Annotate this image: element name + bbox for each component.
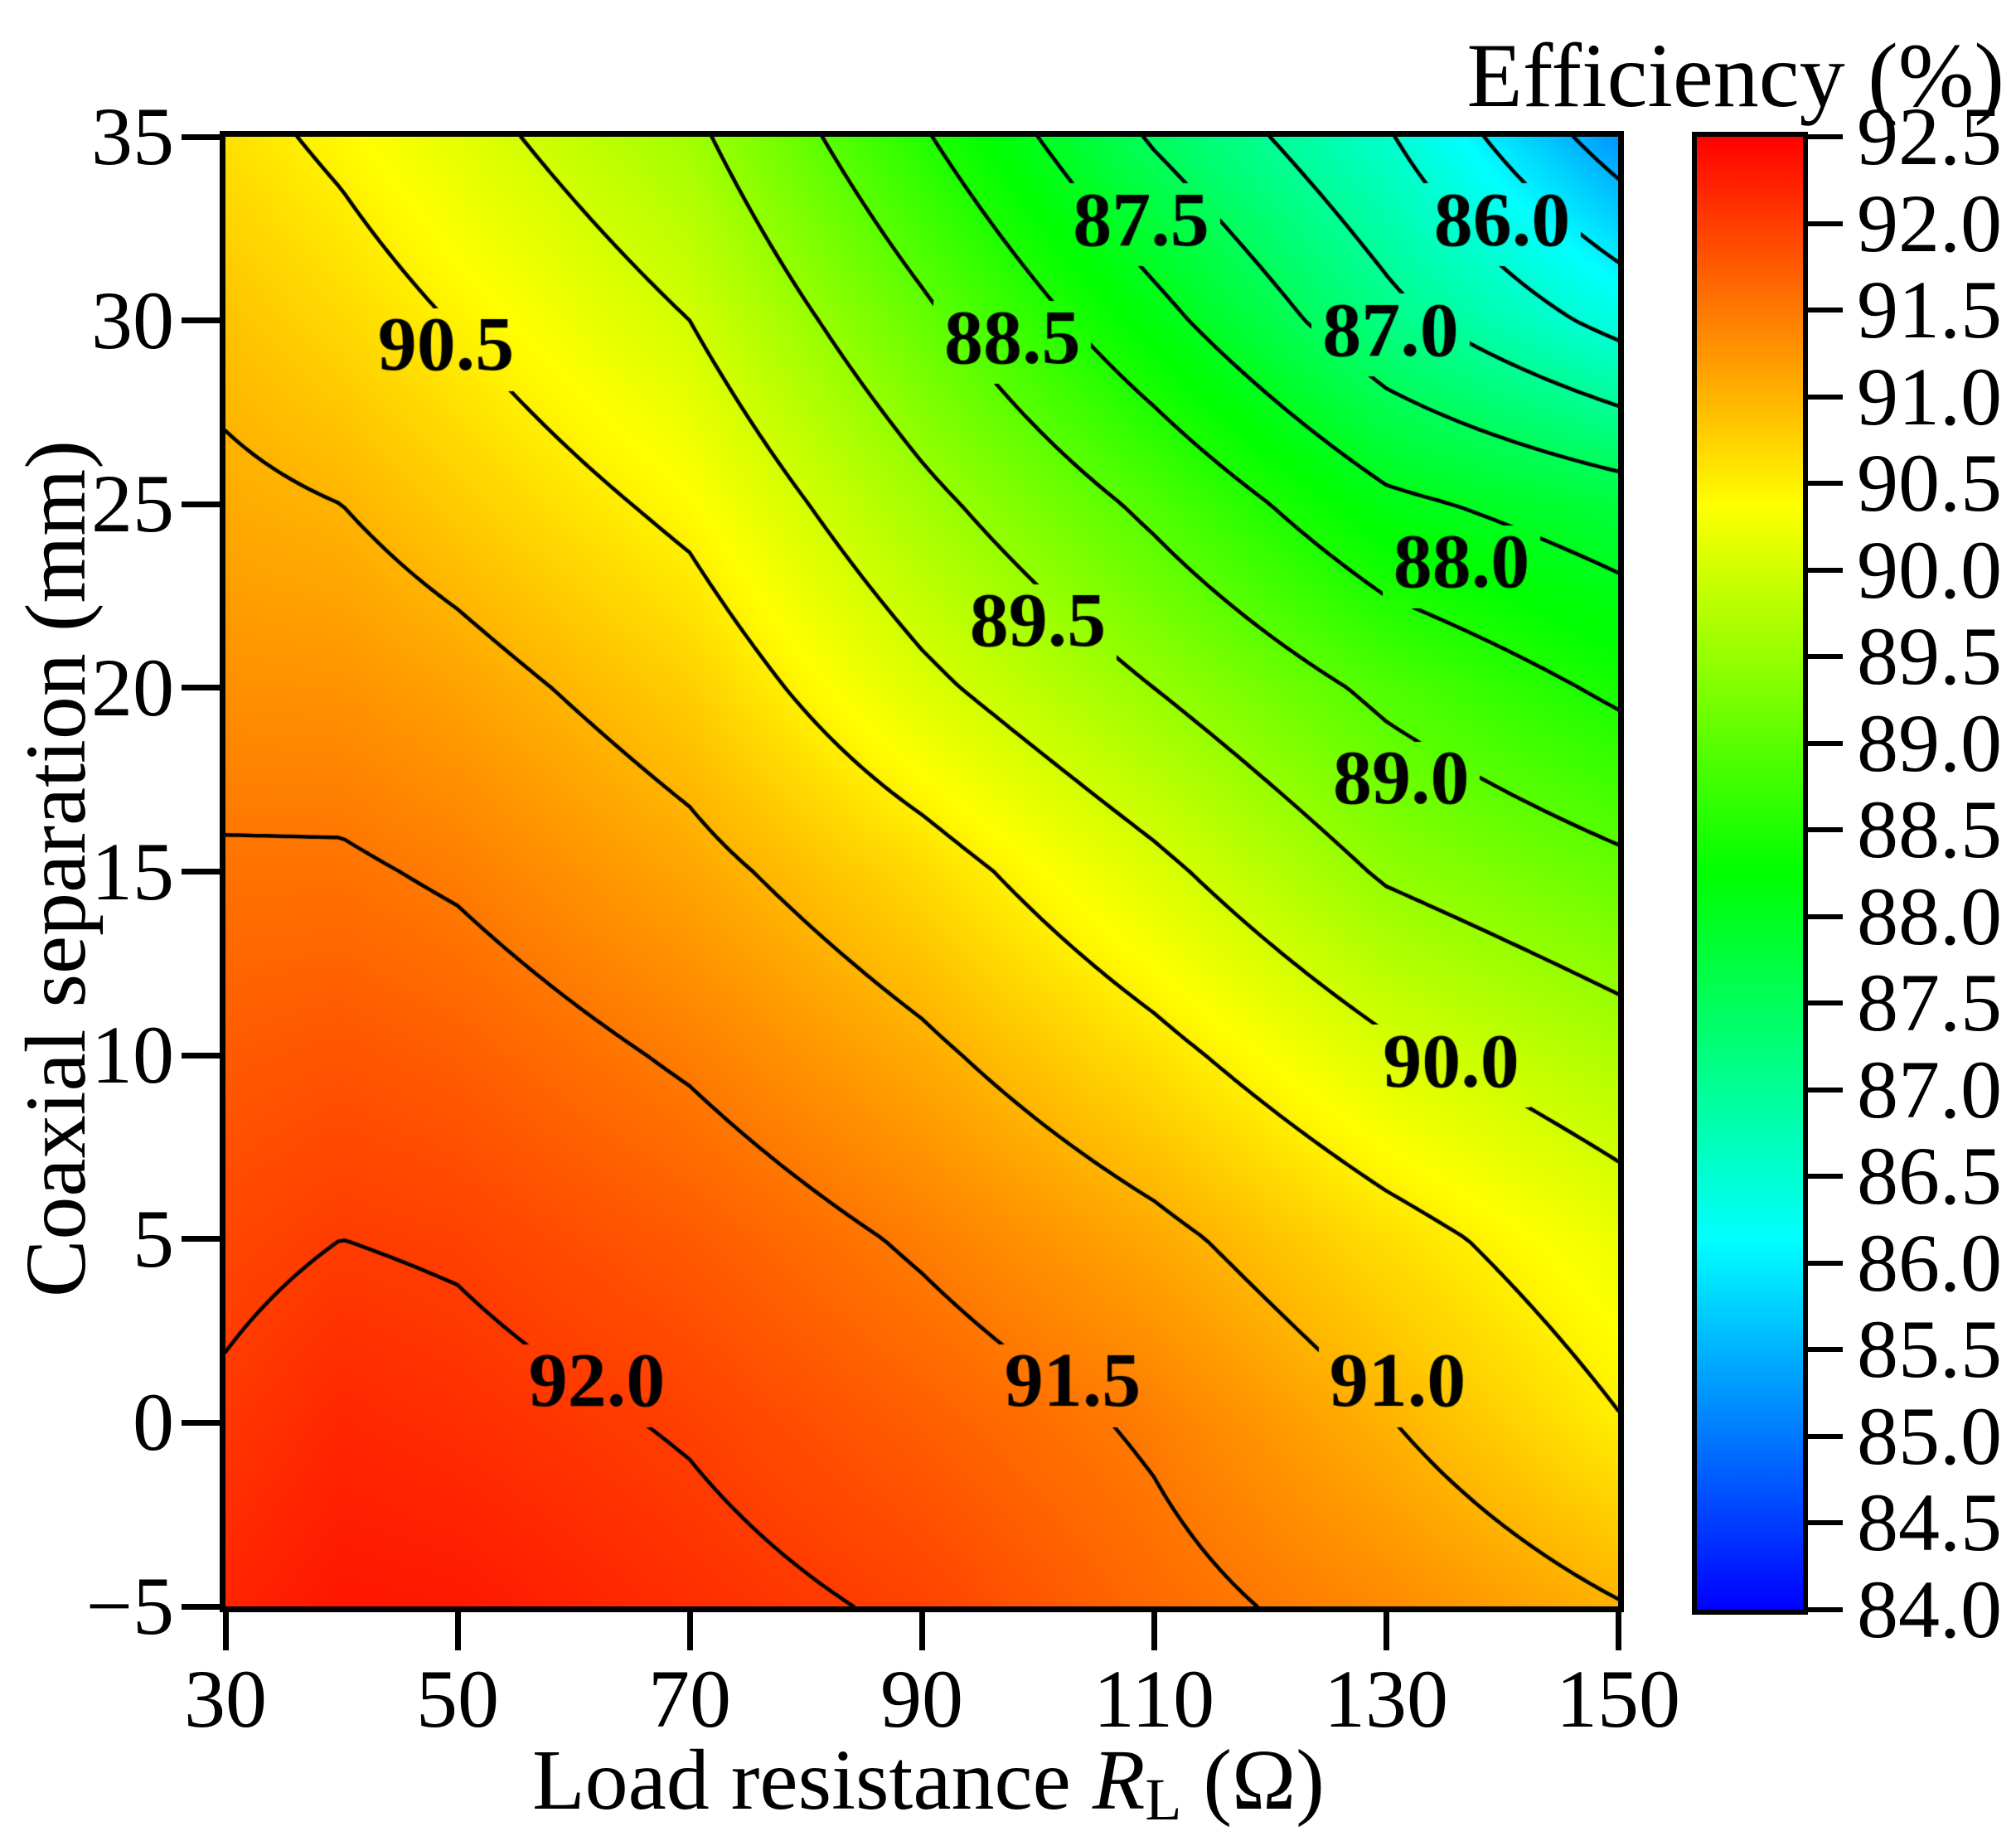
colorbar-tick-label: 89.0	[1857, 696, 2002, 789]
colorbar-tick-label: 86.0	[1857, 1216, 2002, 1309]
y-tick	[182, 1419, 220, 1426]
colorbar	[1692, 132, 1808, 1615]
colorbar-tick	[1808, 481, 1843, 487]
colorbar-tick	[1808, 1087, 1843, 1092]
colorbar-tick-label: 92.0	[1857, 177, 2002, 269]
y-tick-label: 20	[91, 641, 174, 734]
y-tick	[182, 133, 220, 140]
colorbar-tick-label: 86.5	[1857, 1130, 2002, 1223]
y-tick	[182, 1236, 220, 1243]
y-tick	[182, 501, 220, 507]
x-tick-label: 90	[880, 1653, 963, 1745]
colorbar-tick-label: 85.5	[1857, 1303, 2002, 1396]
y-tick-label: 5	[133, 1192, 174, 1285]
x-tick	[1383, 1612, 1389, 1650]
x-tick-label: 50	[416, 1653, 499, 1745]
colorbar-tick-label: 85.0	[1857, 1389, 2002, 1482]
colorbar-tick	[1808, 220, 1843, 226]
colorbar-tick	[1808, 1433, 1843, 1439]
colorbar-tick-label: 84.5	[1857, 1476, 2002, 1569]
colorbar-tick	[1808, 567, 1843, 573]
y-tick	[182, 317, 220, 324]
y-tick-label: 15	[91, 825, 174, 918]
colorbar-tick	[1808, 308, 1843, 313]
x-tick	[1151, 1612, 1157, 1650]
colorbar-tick-label: 91.5	[1857, 264, 2002, 356]
colorbar-gradient	[1697, 137, 1803, 1610]
colorbar-tick-label: 91.0	[1857, 350, 2002, 443]
x-axis-title-text: Load resistance	[532, 1732, 1093, 1828]
colorbar-tick-label: 90.0	[1857, 523, 2002, 616]
x-tick	[918, 1612, 925, 1650]
y-tick-label: 25	[91, 458, 174, 550]
x-tick	[686, 1612, 693, 1650]
colorbar-tick	[1808, 1347, 1843, 1353]
colorbar-tick	[1808, 1174, 1843, 1180]
y-tick	[182, 685, 220, 691]
y-axis-title: Coaxial separation (mm)	[8, 440, 104, 1297]
x-axis-title-subscript: L	[1145, 1766, 1182, 1833]
x-tick	[222, 1612, 229, 1650]
y-tick-label: 30	[91, 274, 174, 366]
colorbar-tick	[1808, 1607, 1843, 1612]
colorbar-tick-label: 88.0	[1857, 870, 2002, 962]
colorbar-tick	[1808, 1260, 1843, 1266]
colorbar-tick	[1808, 827, 1843, 833]
x-tick	[454, 1612, 461, 1650]
x-axis-title-variable: R	[1092, 1732, 1146, 1828]
x-tick	[1615, 1612, 1621, 1650]
x-axis-title-unit: (Ω)	[1181, 1732, 1325, 1828]
x-tick-label: 30	[184, 1653, 267, 1745]
colorbar-tick-label: 89.5	[1857, 610, 2002, 703]
colorbar-title: Efficiency (%)	[1466, 25, 2004, 126]
x-axis-title: Load resistance RL (Ω)	[348, 1731, 1509, 1839]
y-tick-label: −5	[85, 1560, 174, 1652]
y-tick	[182, 1052, 220, 1059]
contour-heatmap-canvas	[225, 137, 1618, 1606]
colorbar-tick	[1808, 654, 1843, 660]
x-tick-label: 150	[1556, 1653, 1680, 1745]
y-tick-label: 10	[91, 1009, 174, 1102]
colorbar-tick-label: 90.5	[1857, 437, 2002, 530]
colorbar-tick-label: 88.5	[1857, 783, 2002, 876]
colorbar-tick	[1808, 1520, 1843, 1526]
plot-area	[220, 131, 1624, 1612]
x-tick-label: 110	[1093, 1653, 1215, 1745]
colorbar-tick	[1808, 134, 1843, 139]
x-tick-label: 130	[1324, 1653, 1448, 1745]
y-tick	[182, 1603, 220, 1610]
y-tick-label: 0	[133, 1376, 174, 1469]
colorbar-tick-label: 84.0	[1857, 1563, 2002, 1655]
colorbar-tick-label: 87.5	[1857, 957, 2002, 1049]
colorbar-tick	[1808, 1000, 1843, 1006]
colorbar-tick	[1808, 913, 1843, 919]
colorbar-tick	[1808, 394, 1843, 400]
x-tick-label: 70	[648, 1653, 731, 1745]
y-tick-label: 35	[91, 90, 174, 182]
colorbar-tick-label: 92.5	[1857, 90, 2002, 182]
colorbar-tick-label: 87.0	[1857, 1043, 2002, 1136]
y-tick	[182, 869, 220, 874]
colorbar-tick	[1808, 740, 1843, 746]
